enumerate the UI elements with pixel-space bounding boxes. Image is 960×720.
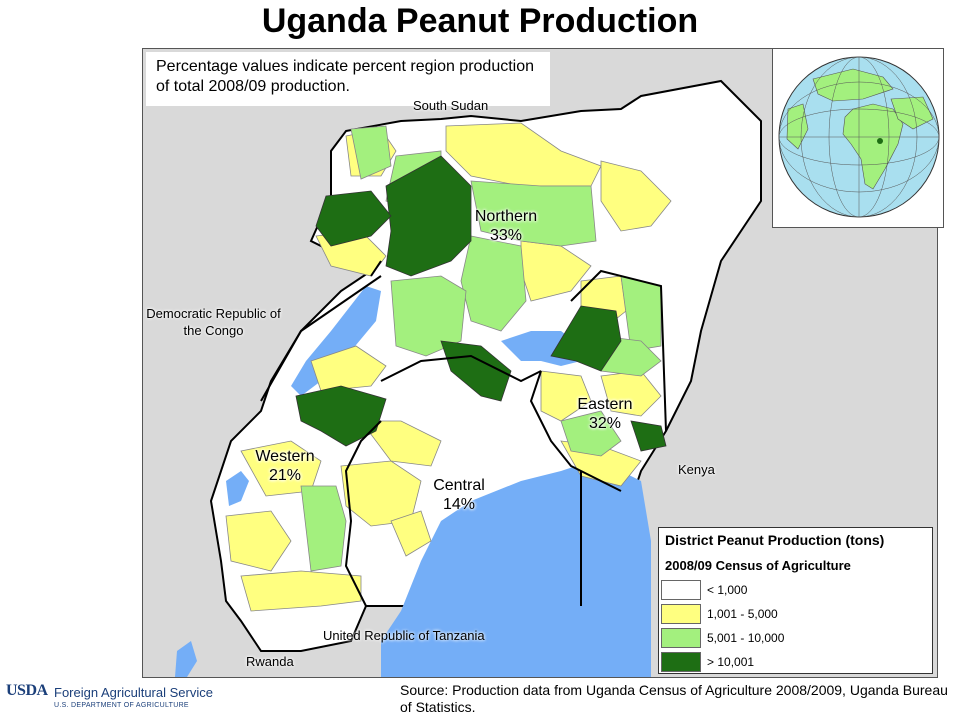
locator-globe [772, 48, 944, 228]
legend-subtitle: 2008/09 Census of Agriculture [665, 558, 851, 573]
map-legend: District Peanut Production (tons) 2008/0… [658, 527, 933, 674]
legend-swatch [661, 652, 701, 672]
label-kenya: Kenya [678, 462, 715, 477]
lake-kivu [175, 641, 197, 677]
region-boundaries [260, 260, 667, 607]
legend-swatch [661, 628, 701, 648]
label-tanzania: United Republic of Tanzania [323, 628, 485, 643]
globe-icon [778, 56, 940, 218]
agency-name: Foreign Agricultural Service [54, 685, 213, 700]
legend-item: < 1,000 [659, 580, 932, 600]
usda-mark: USDA [6, 682, 48, 699]
uganda-marker [877, 138, 883, 144]
legend-swatch [661, 580, 701, 600]
region-name: Western [255, 448, 315, 465]
lake-victoria [381, 461, 651, 677]
legend-item: > 10,001 [659, 652, 932, 672]
page-title: Uganda Peanut Production [261, 2, 699, 40]
region-label-northern: Northern 33% [466, 207, 546, 245]
legend-swatch [661, 604, 701, 624]
region-label-eastern: Eastern 32% [565, 395, 645, 433]
agency-dept: U.S. DEPARTMENT OF AGRICULTURE [54, 702, 189, 709]
legend-title: District Peanut Production (tons) [665, 532, 885, 548]
map-note: Percentage values indicate percent regio… [146, 52, 550, 106]
region-name: Eastern [577, 396, 633, 413]
region-name: Central [433, 477, 485, 494]
label-south-sudan: South Sudan [413, 98, 489, 113]
lake-edward [226, 471, 249, 506]
region-label-western: Western 21% [245, 447, 325, 485]
region-percent: 32% [588, 415, 622, 432]
legend-label: 5,001 - 10,000 [707, 631, 785, 645]
label-rwanda: Rwanda [246, 654, 294, 669]
region-label-central: Central 14% [419, 476, 499, 514]
districts-gt-10001 [295, 155, 667, 452]
region-percent: 33% [489, 227, 523, 244]
legend-item: 5,001 - 10,000 [659, 628, 932, 648]
legend-item: 1,001 - 5,000 [659, 604, 932, 624]
region-percent: 14% [442, 496, 476, 513]
region-name: Northern [474, 208, 538, 225]
source-note: Source: Production data from Uganda Cens… [400, 682, 948, 715]
legend-label: 1,001 - 5,000 [707, 607, 778, 621]
legend-label: < 1,000 [707, 583, 748, 597]
uganda-map[interactable] [143, 49, 937, 677]
legend-label: > 10,001 [707, 655, 755, 669]
region-percent: 21% [268, 467, 302, 484]
label-drc: Democratic Republic of the Congo [146, 306, 281, 338]
